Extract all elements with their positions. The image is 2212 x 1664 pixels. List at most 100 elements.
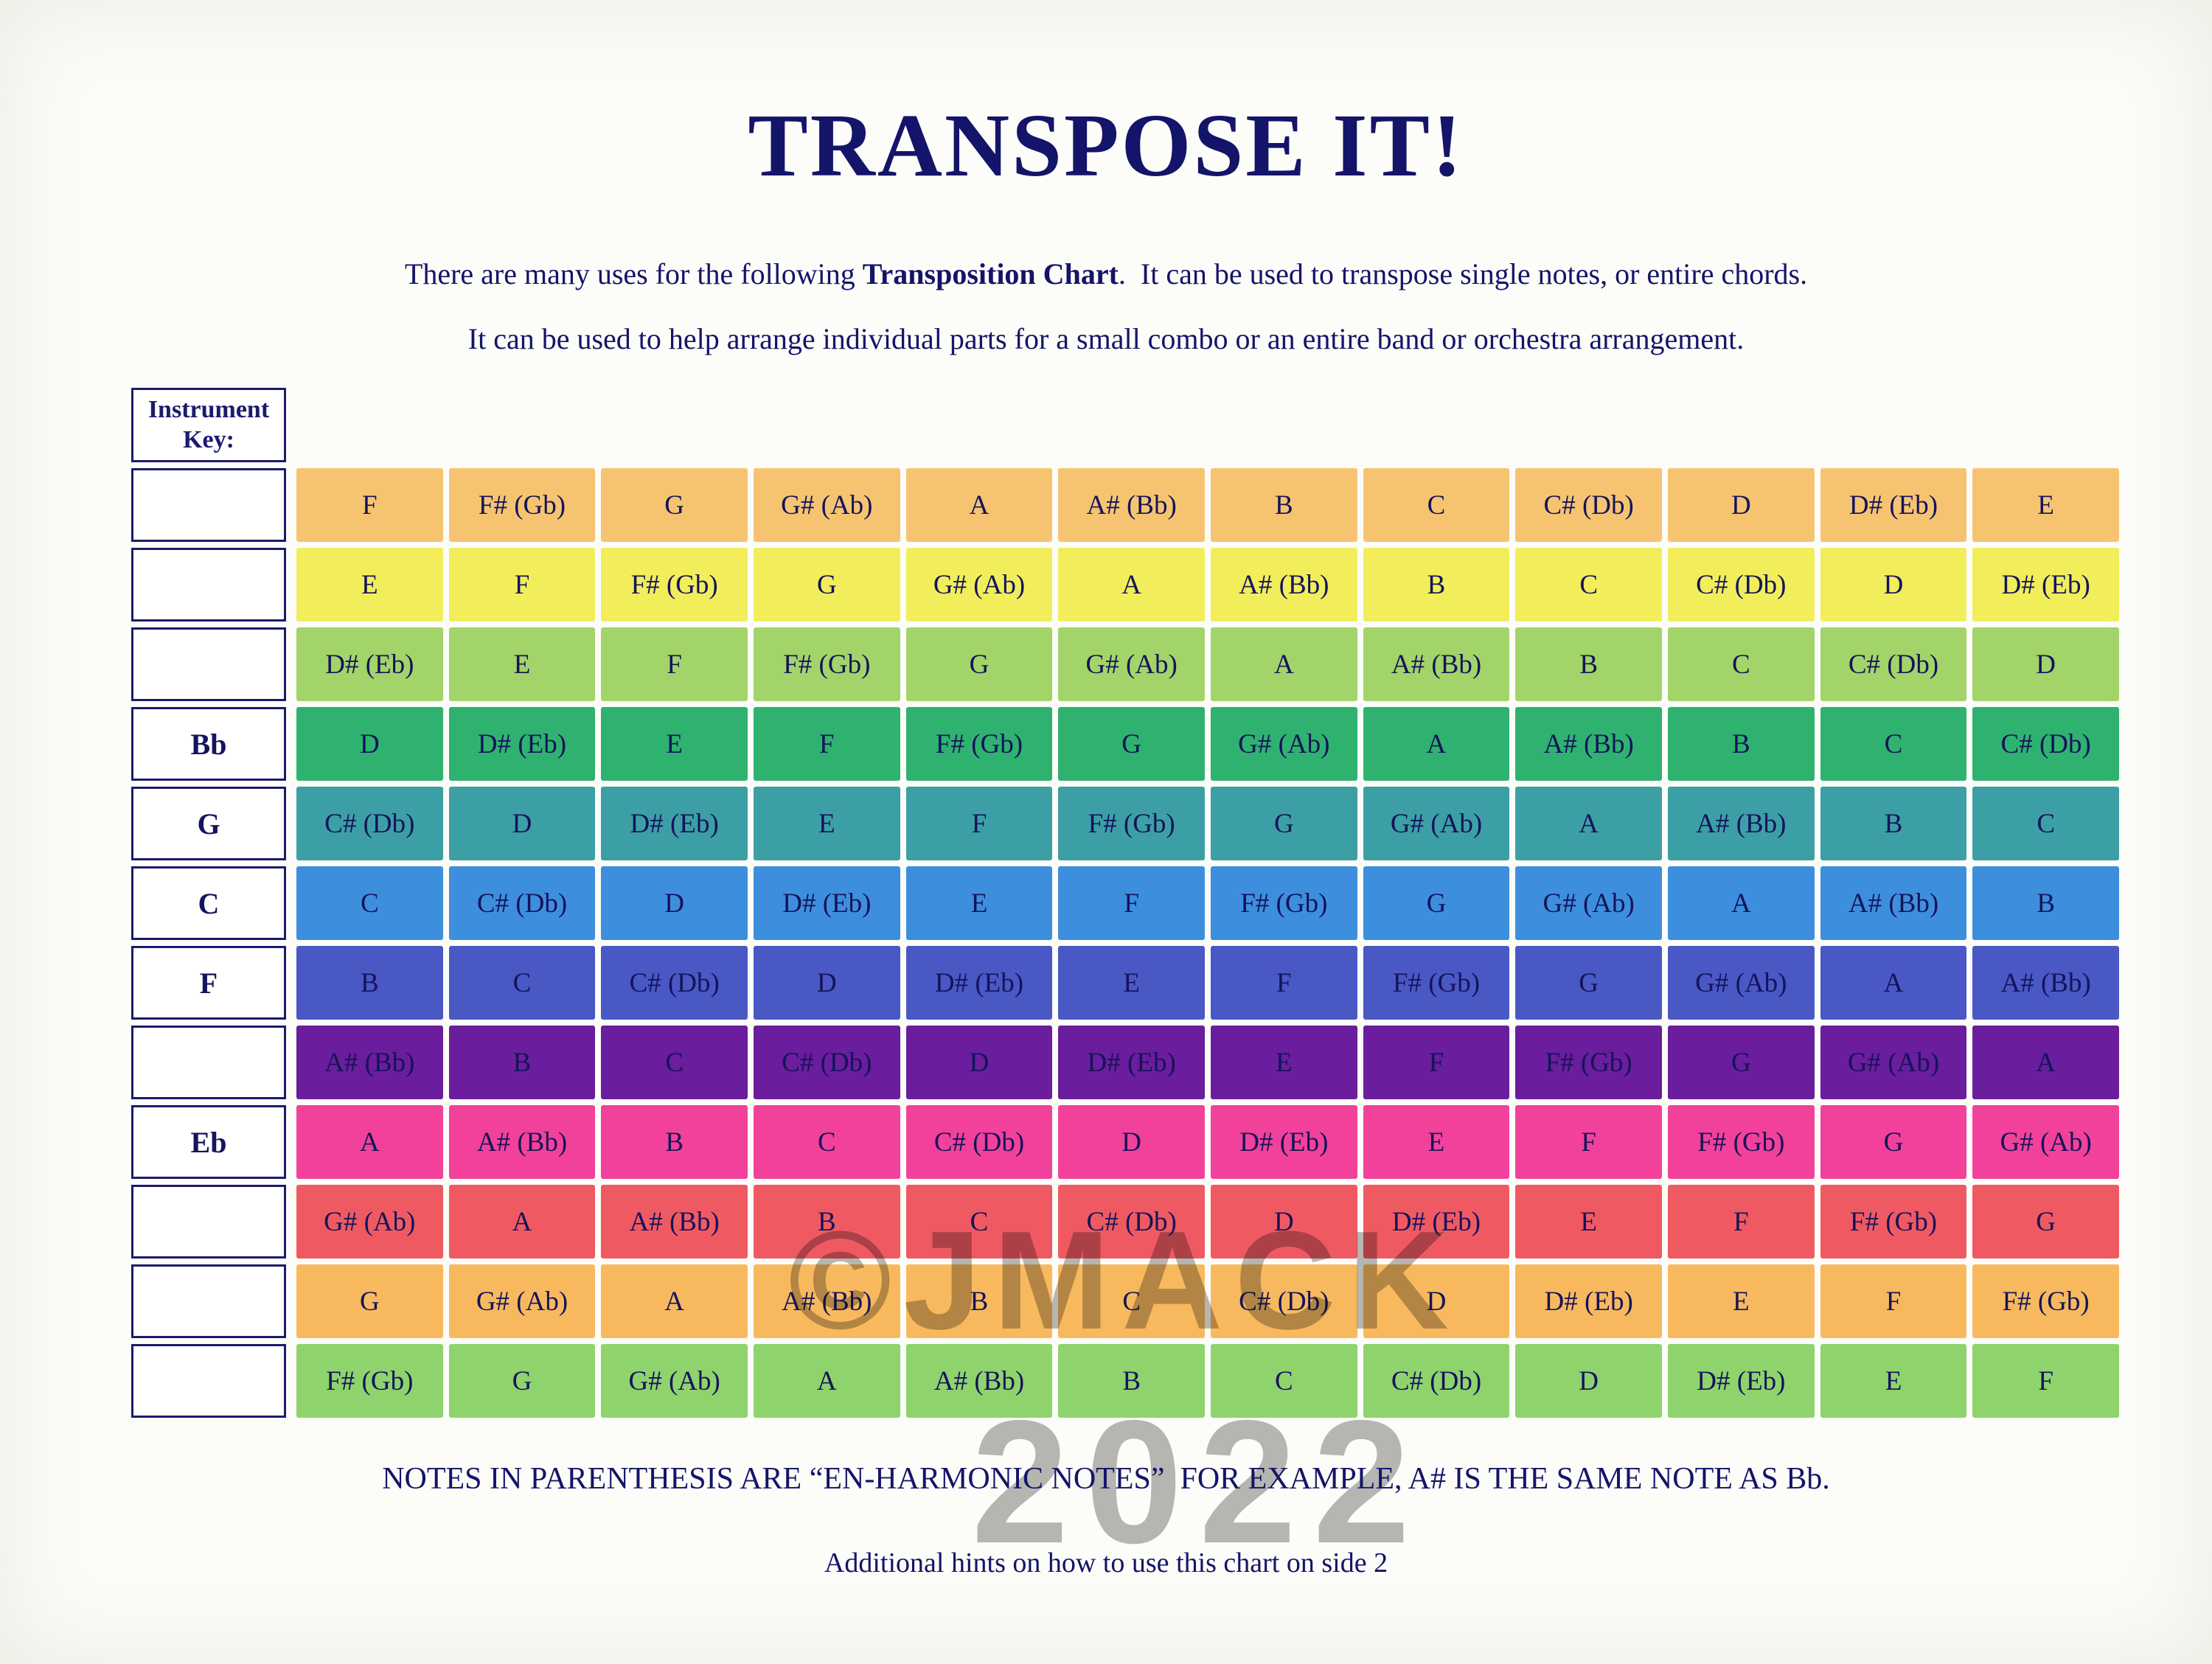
intro-line-1-text-post: . It can be used to transpose single not… <box>1118 257 1808 290</box>
note-cell: D# (Eb) <box>754 866 900 940</box>
note-row: C# (Db) D D# (Eb) E F F# (Gb) G G# (Ab) A A# (Bb)… <box>296 787 2119 860</box>
note-cell: G <box>601 468 748 542</box>
note-cell: G# (Ab) <box>601 1344 748 1418</box>
note-cell: G# (Ab) <box>1211 707 1357 781</box>
note-cell: D <box>1211 1185 1357 1259</box>
instrument-key-header: Instrument Key: <box>131 388 286 462</box>
note-cell: B <box>1363 548 1510 622</box>
note-cell: A <box>296 1105 443 1179</box>
instrument-key-cell: Eb <box>131 1105 286 1179</box>
note-cell: F <box>1363 1026 1510 1099</box>
intro-line-1-emphasis: Transposition Chart <box>862 257 1119 290</box>
note-cell: F# (Gb) <box>1058 787 1205 860</box>
note-cell: A# (Bb) <box>448 1105 596 1179</box>
note-cell: C <box>754 1105 900 1179</box>
note-cell: E <box>1211 1026 1357 1099</box>
note-cell: G <box>1515 946 1662 1020</box>
note-row: G G# (Ab) A A# (Bb) B C C# (Db) D D# (Eb) E F F# (G… <box>296 1264 2119 1338</box>
note-cell: A <box>1515 787 1662 860</box>
note-cell: F# (Gb) <box>601 548 748 622</box>
note-cell: F <box>1515 1105 1662 1179</box>
instrument-key-cell: Bb <box>131 707 286 781</box>
note-cell: D <box>1363 1264 1510 1338</box>
note-row: G# (Ab) A A# (Bb) B C C# (Db) D D# (Eb) E F F# (Gb… <box>296 1185 2119 1259</box>
note-cell: F <box>448 548 596 622</box>
note-cell: A <box>1668 866 1815 940</box>
note-cell: D <box>601 866 748 940</box>
note-row: A A# (Bb) B C C# (Db) D D# (Eb) E F F# (Gb) G G# (A… <box>296 1105 2119 1179</box>
note-cell: B <box>1211 468 1357 542</box>
note-cell: F <box>1668 1185 1815 1259</box>
transposition-chart: Instrument Key: Bb G C F Eb F F# (Gb) G G# (Ab)… <box>131 388 2137 1420</box>
note-cell: B <box>905 1264 1053 1338</box>
note-cell: F# (Gb) <box>1363 946 1510 1020</box>
note-cell: E <box>1515 1185 1662 1259</box>
note-cell: F# (Gb) <box>296 1344 443 1418</box>
note-cell: B <box>1058 1344 1205 1418</box>
note-cell: G <box>1363 866 1510 940</box>
note-cell: G# (Ab) <box>1972 1105 2119 1179</box>
footer-enharmonic-note: NOTES IN PARENTHESIS ARE “EN-HARMONIC NO… <box>382 1462 1830 1496</box>
instrument-key-column: Instrument Key: Bb G C F Eb <box>131 388 286 1418</box>
note-cell: D# (Eb) <box>1363 1185 1510 1259</box>
note-cell: F# (Gb) <box>905 707 1053 781</box>
note-cell: F <box>1820 1264 1967 1338</box>
note-cell: D# (Eb) <box>905 946 1053 1020</box>
note-cell: D <box>1058 1105 1205 1179</box>
note-cell: F <box>905 787 1053 860</box>
note-cell: F <box>1211 946 1357 1020</box>
note-row: B C C# (Db) D D# (Eb) E F F# (Gb) G G# (Ab) A A# (B… <box>296 946 2119 1020</box>
note-cell: D# (Eb) <box>1972 548 2119 622</box>
note-cell: A# (Bb) <box>905 1344 1053 1418</box>
note-row: E F F# (Gb) G G# (Ab) A A# (Bb) B C C# (Db) D D# (E… <box>296 548 2119 622</box>
note-cell: A# (Bb) <box>1668 787 1815 860</box>
note-cell: C# (Db) <box>1820 627 1967 701</box>
instrument-key-cell <box>131 1185 286 1259</box>
instrument-key-cell: G <box>131 787 286 860</box>
note-cell: C <box>1363 468 1510 542</box>
note-cell: F# (Gb) <box>1972 1264 2119 1338</box>
note-cell: C# (Db) <box>296 787 443 860</box>
note-cell: G <box>1972 1185 2119 1259</box>
note-cell: C# (Db) <box>1058 1185 1205 1259</box>
note-row: C C# (Db) D D# (Eb) E F F# (Gb) G G# (Ab) A A# (Bb… <box>296 866 2119 940</box>
note-cell: C <box>1211 1344 1357 1418</box>
note-cell: A <box>601 1264 748 1338</box>
note-cell: D <box>905 1026 1053 1099</box>
note-cell: A# (Bb) <box>1515 707 1662 781</box>
note-cell: G <box>905 627 1053 701</box>
note-cell: C <box>296 866 443 940</box>
instrument-key-cell <box>131 468 286 542</box>
note-cell: B <box>1820 787 1967 860</box>
intro-line-1-text-pre: There are many uses for the following <box>404 257 863 290</box>
note-cell: G# (Ab) <box>296 1185 443 1259</box>
note-cell: E <box>1363 1105 1510 1179</box>
note-cell: F# (Gb) <box>754 627 900 701</box>
footer-hints: Additional hints on how to use this char… <box>824 1548 1388 1578</box>
note-cell: C# (Db) <box>1668 548 1815 622</box>
note-cell: C# (Db) <box>448 866 596 940</box>
note-cell: G# (Ab) <box>905 548 1053 622</box>
note-cell: C <box>905 1185 1053 1259</box>
note-cell: F# (Gb) <box>1820 1185 1967 1259</box>
note-cell: D <box>1515 1344 1662 1418</box>
note-cell: E <box>754 787 900 860</box>
note-cell: F <box>601 627 748 701</box>
note-cell: D <box>448 787 596 860</box>
note-cell: G <box>1820 1105 1967 1179</box>
note-cell: A# (Bb) <box>1363 627 1510 701</box>
note-cell: D <box>1972 627 2119 701</box>
note-cell: G <box>1668 1026 1815 1099</box>
note-cell: G# (Ab) <box>1515 866 1662 940</box>
note-cell: E <box>905 866 1053 940</box>
note-cell: G# (Ab) <box>1820 1026 1967 1099</box>
instrument-key-cell <box>131 548 286 622</box>
note-cell: C <box>1820 707 1967 781</box>
note-cell: G# (Ab) <box>1363 787 1510 860</box>
note-row: D D# (Eb) E F F# (Gb) G G# (Ab) A A# (Bb) B C C# (D… <box>296 707 2119 781</box>
note-cell: A# (Bb) <box>1820 866 1967 940</box>
page-title: TRANSPOSE IT! <box>748 96 1464 195</box>
note-cell: D# (Eb) <box>1668 1344 1815 1418</box>
note-cell: C# (Db) <box>1211 1264 1357 1338</box>
